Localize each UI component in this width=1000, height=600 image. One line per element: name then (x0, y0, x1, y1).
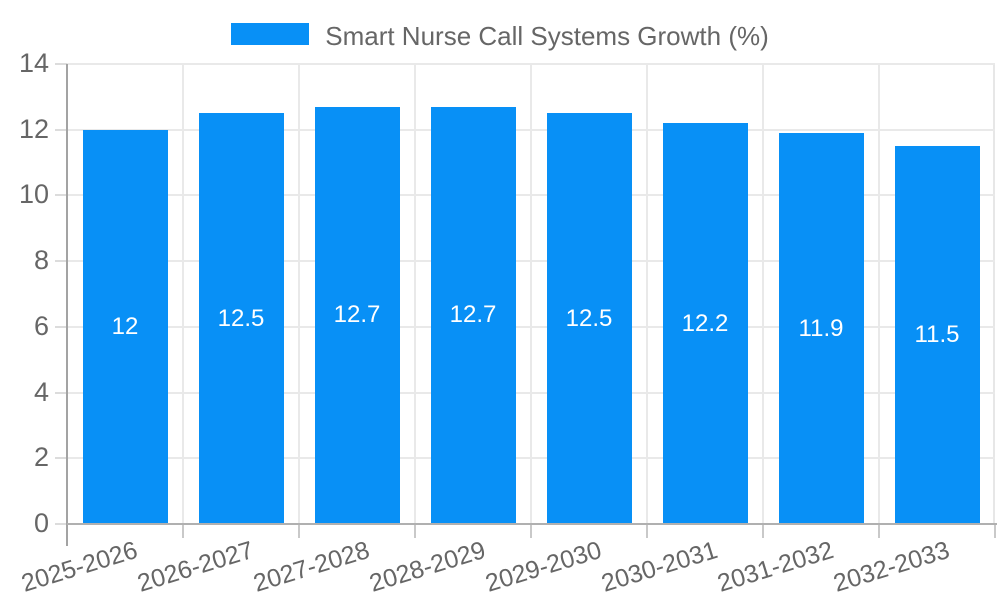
y-axis-tick (55, 457, 67, 460)
y-axis-label-4: 4 (33, 376, 49, 407)
y-axis-label-8: 8 (33, 245, 49, 276)
plot-right-border (993, 64, 995, 524)
bar-2027-2028 (314, 106, 400, 524)
x-axis-tick (530, 524, 532, 538)
bar-2026-2027 (198, 113, 284, 524)
x-axis-line (67, 523, 997, 525)
y-axis-tick (55, 325, 67, 328)
bar-2030-2031 (662, 123, 748, 524)
y-axis-label-6: 6 (33, 310, 49, 341)
y-axis-label-2: 2 (33, 442, 49, 473)
y-axis-tick (55, 260, 67, 263)
plot-area: 0 2 4 6 8 10 12 14 12 2025-2026 12.5 2026-2027 12.7 2… (19, 50, 996, 598)
x-axis-label-2030-2031: 2030-2031 (598, 536, 722, 598)
x-gridline (298, 64, 300, 524)
x-axis-label-2025-2026: 2025-2026 (18, 536, 142, 598)
y-axis-tick (55, 194, 67, 197)
bar-value-label-2026-2027: 12.5 (217, 304, 265, 332)
bar-2028-2029 (430, 106, 516, 524)
bar-value-label-2030-2031: 12.2 (681, 309, 729, 337)
x-axis-tick (878, 524, 880, 538)
x-gridline (762, 64, 764, 524)
bar-2029-2030 (546, 113, 632, 524)
bar-2031-2032 (778, 133, 864, 524)
bar-2032-2033 (894, 146, 980, 524)
y-axis-label-12: 12 (18, 113, 49, 144)
x-axis-tick (762, 524, 764, 538)
bar-value-label-2027-2028: 12.7 (333, 301, 381, 329)
x-axis-tick (298, 524, 300, 538)
bar-value-label-2031-2032: 11.9 (798, 314, 844, 342)
y-axis-tick (55, 63, 67, 65)
bar-2025-2026 (82, 129, 168, 524)
bar-value-label-2032-2033: 11.5 (914, 321, 960, 349)
x-axis-label-2028-2029: 2028-2029 (366, 536, 490, 598)
x-axis-label-2026-2027: 2026-2027 (134, 536, 258, 598)
y-axis-line (66, 64, 68, 546)
bar-value-label-2025-2026: 12 (111, 312, 139, 340)
x-axis-tick (994, 524, 996, 538)
x-axis-label-2032-2033: 2032-2033 (830, 536, 954, 598)
x-gridline (878, 64, 880, 524)
chart-title: Smart Nurse Call Systems Growth (%) (325, 21, 769, 51)
y-axis-tick (55, 128, 67, 131)
x-axis-tick (414, 524, 416, 538)
bar-value-label-2028-2029: 12.7 (449, 301, 497, 329)
x-axis-tick (182, 524, 184, 538)
x-gridline (414, 64, 416, 524)
y-axis-label-0: 0 (33, 508, 49, 538)
x-axis-label-2031-2032: 2031-2032 (714, 536, 838, 598)
legend-swatch (231, 23, 310, 45)
legend-item[interactable]: Smart Nurse Call Systems Growth (%) (231, 21, 769, 52)
x-axis-tick (646, 524, 648, 538)
bar-value-label-2029-2030: 12.5 (565, 304, 613, 332)
y-axis-label-10: 10 (18, 179, 49, 210)
y-axis-tick (55, 523, 67, 525)
x-gridline (646, 64, 648, 524)
y-axis-tick (55, 391, 67, 394)
x-axis-label-2027-2028: 2027-2028 (250, 536, 374, 598)
y-axis-label-14: 14 (18, 48, 49, 78)
x-gridline (530, 64, 532, 524)
x-axis-label-2029-2030: 2029-2030 (482, 536, 606, 598)
x-gridline (182, 64, 184, 524)
chart-legend: Smart Nurse Call Systems Growth (%) (0, 21, 1000, 52)
